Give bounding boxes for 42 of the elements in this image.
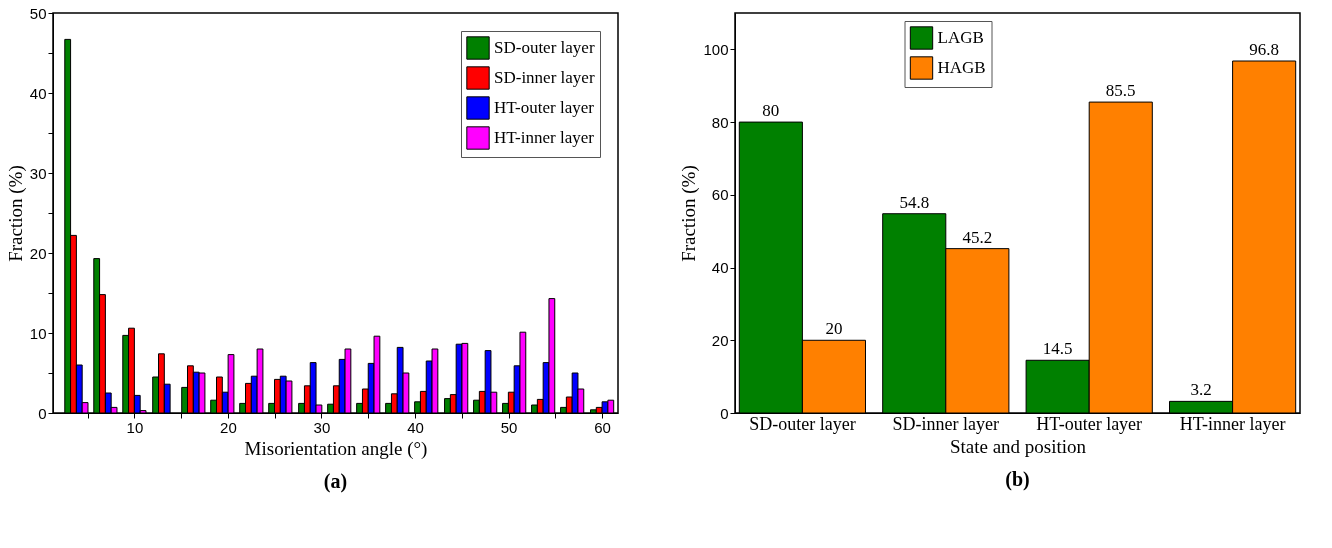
data-label: 96.8	[1249, 40, 1280, 59]
data-label: 85.5	[1105, 81, 1136, 101]
x-tick-label: SD-outer layer	[749, 413, 856, 434]
y-tick-label: 50	[29, 4, 47, 22]
data-label: 80	[762, 101, 780, 121]
x-tick-label: 20	[220, 418, 237, 436]
text: (b)	[1005, 468, 1030, 491]
x-tick-label: SD-inner layer	[892, 413, 1000, 434]
y-tick-label: 100	[703, 40, 729, 58]
legend-label: HT-outer layer	[494, 98, 595, 117]
x-tick-label: 30	[313, 418, 331, 436]
y-tick-label: 20	[711, 331, 729, 349]
legend-label: HAGB	[937, 58, 986, 77]
x-axis-title: State and position	[949, 435, 1087, 457]
legend-label: SD-outer layer	[494, 38, 595, 57]
y-tick-label: 10	[29, 324, 47, 342]
x-tick-label: 40	[407, 418, 424, 436]
y-axis-title: Fraction (%)	[4, 165, 27, 262]
x-tick-label: 60	[594, 418, 611, 436]
y-tick-label: 60	[711, 186, 729, 204]
y-tick-label: 0	[38, 404, 47, 422]
x-axis-title: Misorientation angle (°)	[244, 437, 428, 460]
y-tick-label: 80	[711, 113, 729, 131]
y-tick-label: 20	[29, 244, 47, 262]
y-tick-label: 30	[29, 164, 47, 182]
data-label: 20	[825, 319, 843, 339]
text: (a)	[323, 470, 348, 493]
legend-label: SD-inner layer	[494, 68, 595, 87]
data-label: 14.5	[1042, 339, 1073, 359]
x-tick-label: 50	[500, 418, 518, 436]
y-tick-label: 40	[711, 259, 729, 277]
y-tick-label: 0	[720, 404, 729, 422]
y-tick-label: 40	[29, 84, 47, 102]
x-tick-label: HT-inner layer	[1179, 413, 1286, 434]
legend-label: LAGB	[937, 28, 984, 47]
legend-label: HT-inner layer	[494, 128, 595, 147]
x-tick-label: HT-outer layer	[1036, 413, 1143, 434]
y-axis-title: Fraction (%)	[678, 165, 701, 262]
x-tick-label: 10	[126, 418, 144, 436]
data-label: 54.8	[899, 192, 930, 212]
data-label: 45.2	[962, 227, 993, 247]
data-label: 3.2	[1190, 380, 1212, 400]
